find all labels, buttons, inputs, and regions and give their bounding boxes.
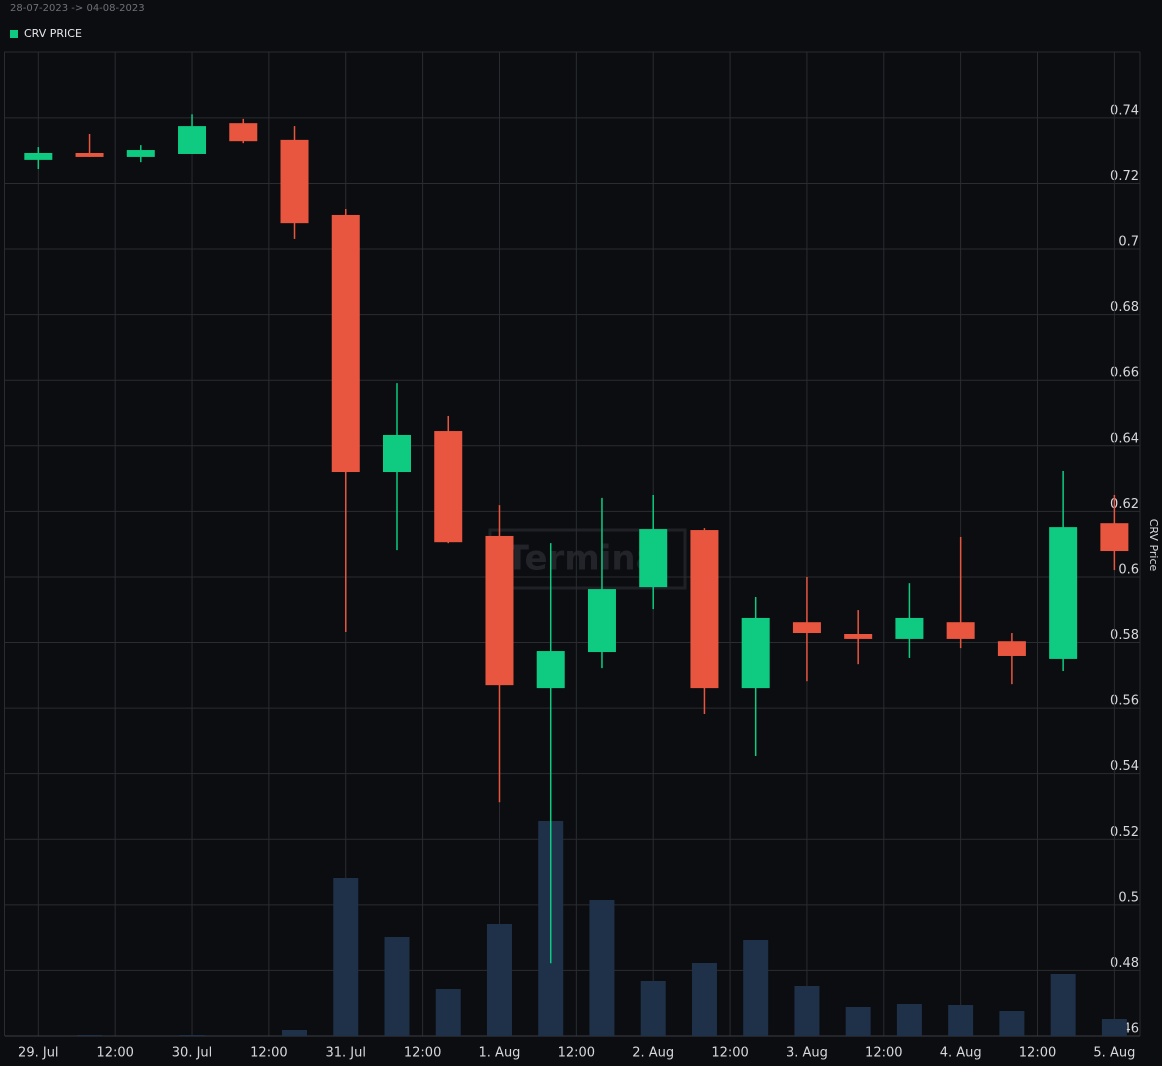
candle-body: [434, 431, 463, 543]
date-range: 28-07-2023 -> 04-08-2023: [10, 3, 145, 14]
candle-body: [690, 530, 719, 689]
x-tick-label: 2. Aug: [632, 1046, 674, 1061]
x-tick-label: 5. Aug: [1093, 1046, 1135, 1061]
y-tick-label: 0.48: [1110, 956, 1139, 971]
x-tick-label: 29. Jul: [18, 1046, 59, 1061]
candle-body: [485, 535, 514, 686]
candle-body: [75, 152, 104, 157]
candle-body: [1100, 523, 1129, 552]
candle-body: [126, 150, 155, 157]
candle-body: [639, 529, 668, 588]
candle-body: [792, 622, 821, 634]
candle-body: [844, 634, 873, 639]
y-tick-label: 0.74: [1110, 103, 1139, 118]
candle-body: [331, 214, 360, 473]
candle-body: [587, 589, 616, 653]
volume-bar: [640, 981, 666, 1036]
candle-body: [997, 641, 1026, 656]
x-tick-label: 30. Jul: [172, 1046, 213, 1061]
volume-bar: [794, 986, 820, 1036]
x-tick-label: 1. Aug: [479, 1046, 521, 1061]
x-tick-label: 3. Aug: [786, 1046, 828, 1061]
volume-bar: [896, 1004, 922, 1036]
y-tick-label: 0.52: [1110, 825, 1139, 840]
volume-bar: [179, 1035, 205, 1036]
candle-body: [178, 126, 207, 154]
y-tick-label: 0.7: [1118, 235, 1139, 250]
x-tick-label: 31. Jul: [326, 1046, 367, 1061]
candle-body: [741, 617, 770, 689]
volume-bar: [948, 1005, 974, 1036]
x-tick-label: 12:00: [865, 1046, 902, 1061]
volume-bar: [1101, 1019, 1127, 1036]
volume-bar: [77, 1035, 103, 1036]
legend-swatch: [10, 30, 18, 38]
y-tick-label: 0.58: [1110, 628, 1139, 643]
candle-body: [536, 651, 565, 689]
volume-bar: [486, 924, 512, 1036]
y-tick-label: 0.5: [1118, 890, 1139, 905]
volume-bar: [999, 1011, 1025, 1036]
x-tick-label: 12:00: [711, 1046, 748, 1061]
volume-bar: [743, 940, 769, 1036]
volume-bar: [691, 963, 717, 1036]
candle-body: [24, 152, 53, 160]
x-tick-label: 12:00: [250, 1046, 287, 1061]
candle-body: [229, 123, 258, 142]
legend-label: CRV PRICE: [24, 27, 82, 40]
volume-bar: [589, 900, 615, 1036]
y-tick-label: 0.68: [1110, 300, 1139, 315]
y-tick-label: 0.62: [1110, 497, 1139, 512]
volume-bar: [1050, 974, 1076, 1036]
x-tick-label: 12:00: [558, 1046, 595, 1061]
candle-body: [382, 434, 411, 473]
y-tick-label: 0.54: [1110, 759, 1139, 774]
volume-bar: [435, 989, 461, 1036]
volume-bar: [282, 1030, 308, 1036]
candle-body: [1049, 527, 1078, 659]
y-tick-label: 0.56: [1110, 694, 1139, 709]
x-tick-label: 12:00: [96, 1046, 133, 1061]
x-tick-label: 12:00: [1019, 1046, 1056, 1061]
volume-bar: [333, 878, 359, 1036]
y-tick-label: 0.64: [1110, 431, 1139, 446]
candle-body: [280, 139, 309, 224]
candle-body: [946, 622, 975, 639]
y-tick-label: 0.66: [1110, 366, 1139, 381]
x-tick-label: 4. Aug: [940, 1046, 982, 1061]
y-tick-label: 0.6: [1118, 562, 1139, 577]
volume-bar: [384, 937, 410, 1036]
x-tick-label: 12:00: [404, 1046, 441, 1061]
y-axis-label: CRV Price: [1147, 519, 1160, 572]
y-tick-label: 0.72: [1110, 169, 1139, 184]
volume-bar: [845, 1007, 871, 1036]
candle-body: [895, 617, 924, 639]
